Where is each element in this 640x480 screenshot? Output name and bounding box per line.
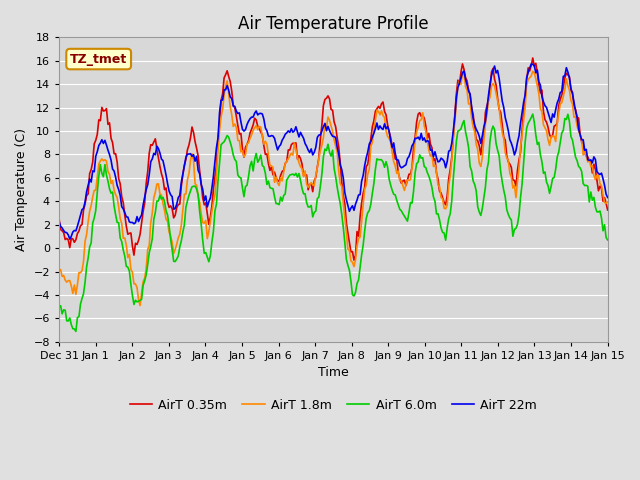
AirT 6.0m (124, 264, 132, 270)
AirT 6.0m (239, 185, 246, 191)
AirT 0.35m (219, 91, 227, 97)
AirT 6.0m (604, 237, 611, 243)
AirT 22m (220, 87, 228, 93)
AirT 0.35m (529, 55, 536, 61)
AirT 6.0m (220, 139, 228, 144)
Y-axis label: Air Temperature (C): Air Temperature (C) (15, 128, 28, 251)
AirT 1.8m (239, 148, 246, 154)
AirT 6.0m (297, 178, 305, 183)
AirT 0.35m (576, 132, 584, 137)
Text: TZ_tmet: TZ_tmet (70, 53, 127, 66)
AirT 1.8m (136, 303, 144, 309)
Title: Air Temperature Profile: Air Temperature Profile (238, 15, 429, 33)
Line: AirT 0.35m: AirT 0.35m (59, 58, 607, 260)
AirT 1.8m (297, 164, 305, 169)
AirT 6.0m (576, 165, 584, 171)
AirT 0.35m (122, 223, 130, 229)
AirT 1.8m (55, 266, 63, 272)
AirT 22m (576, 132, 584, 137)
Line: AirT 22m: AirT 22m (59, 64, 607, 239)
AirT 1.8m (248, 132, 255, 138)
AirT 1.8m (529, 68, 536, 74)
AirT 0.35m (604, 207, 611, 213)
AirT 1.8m (604, 199, 611, 205)
Line: AirT 1.8m: AirT 1.8m (59, 71, 607, 306)
AirT 22m (527, 61, 535, 67)
X-axis label: Time: Time (318, 367, 349, 380)
AirT 1.8m (220, 92, 228, 98)
AirT 0.35m (295, 153, 303, 158)
Legend: AirT 0.35m, AirT 1.8m, AirT 6.0m, AirT 22m: AirT 0.35m, AirT 1.8m, AirT 6.0m, AirT 2… (125, 394, 542, 417)
AirT 1.8m (122, 242, 130, 248)
AirT 22m (297, 130, 305, 135)
AirT 0.35m (350, 257, 358, 263)
AirT 0.35m (237, 131, 244, 136)
AirT 22m (248, 114, 255, 120)
AirT 6.0m (55, 305, 63, 311)
AirT 22m (66, 236, 74, 242)
AirT 6.0m (529, 111, 536, 117)
AirT 0.35m (246, 130, 254, 136)
AirT 1.8m (576, 132, 584, 138)
AirT 0.35m (55, 216, 63, 222)
Line: AirT 6.0m: AirT 6.0m (59, 114, 607, 331)
AirT 22m (55, 219, 63, 225)
AirT 6.0m (72, 328, 80, 334)
AirT 22m (239, 126, 246, 132)
AirT 22m (124, 214, 132, 220)
AirT 6.0m (248, 158, 255, 164)
AirT 22m (604, 194, 611, 200)
